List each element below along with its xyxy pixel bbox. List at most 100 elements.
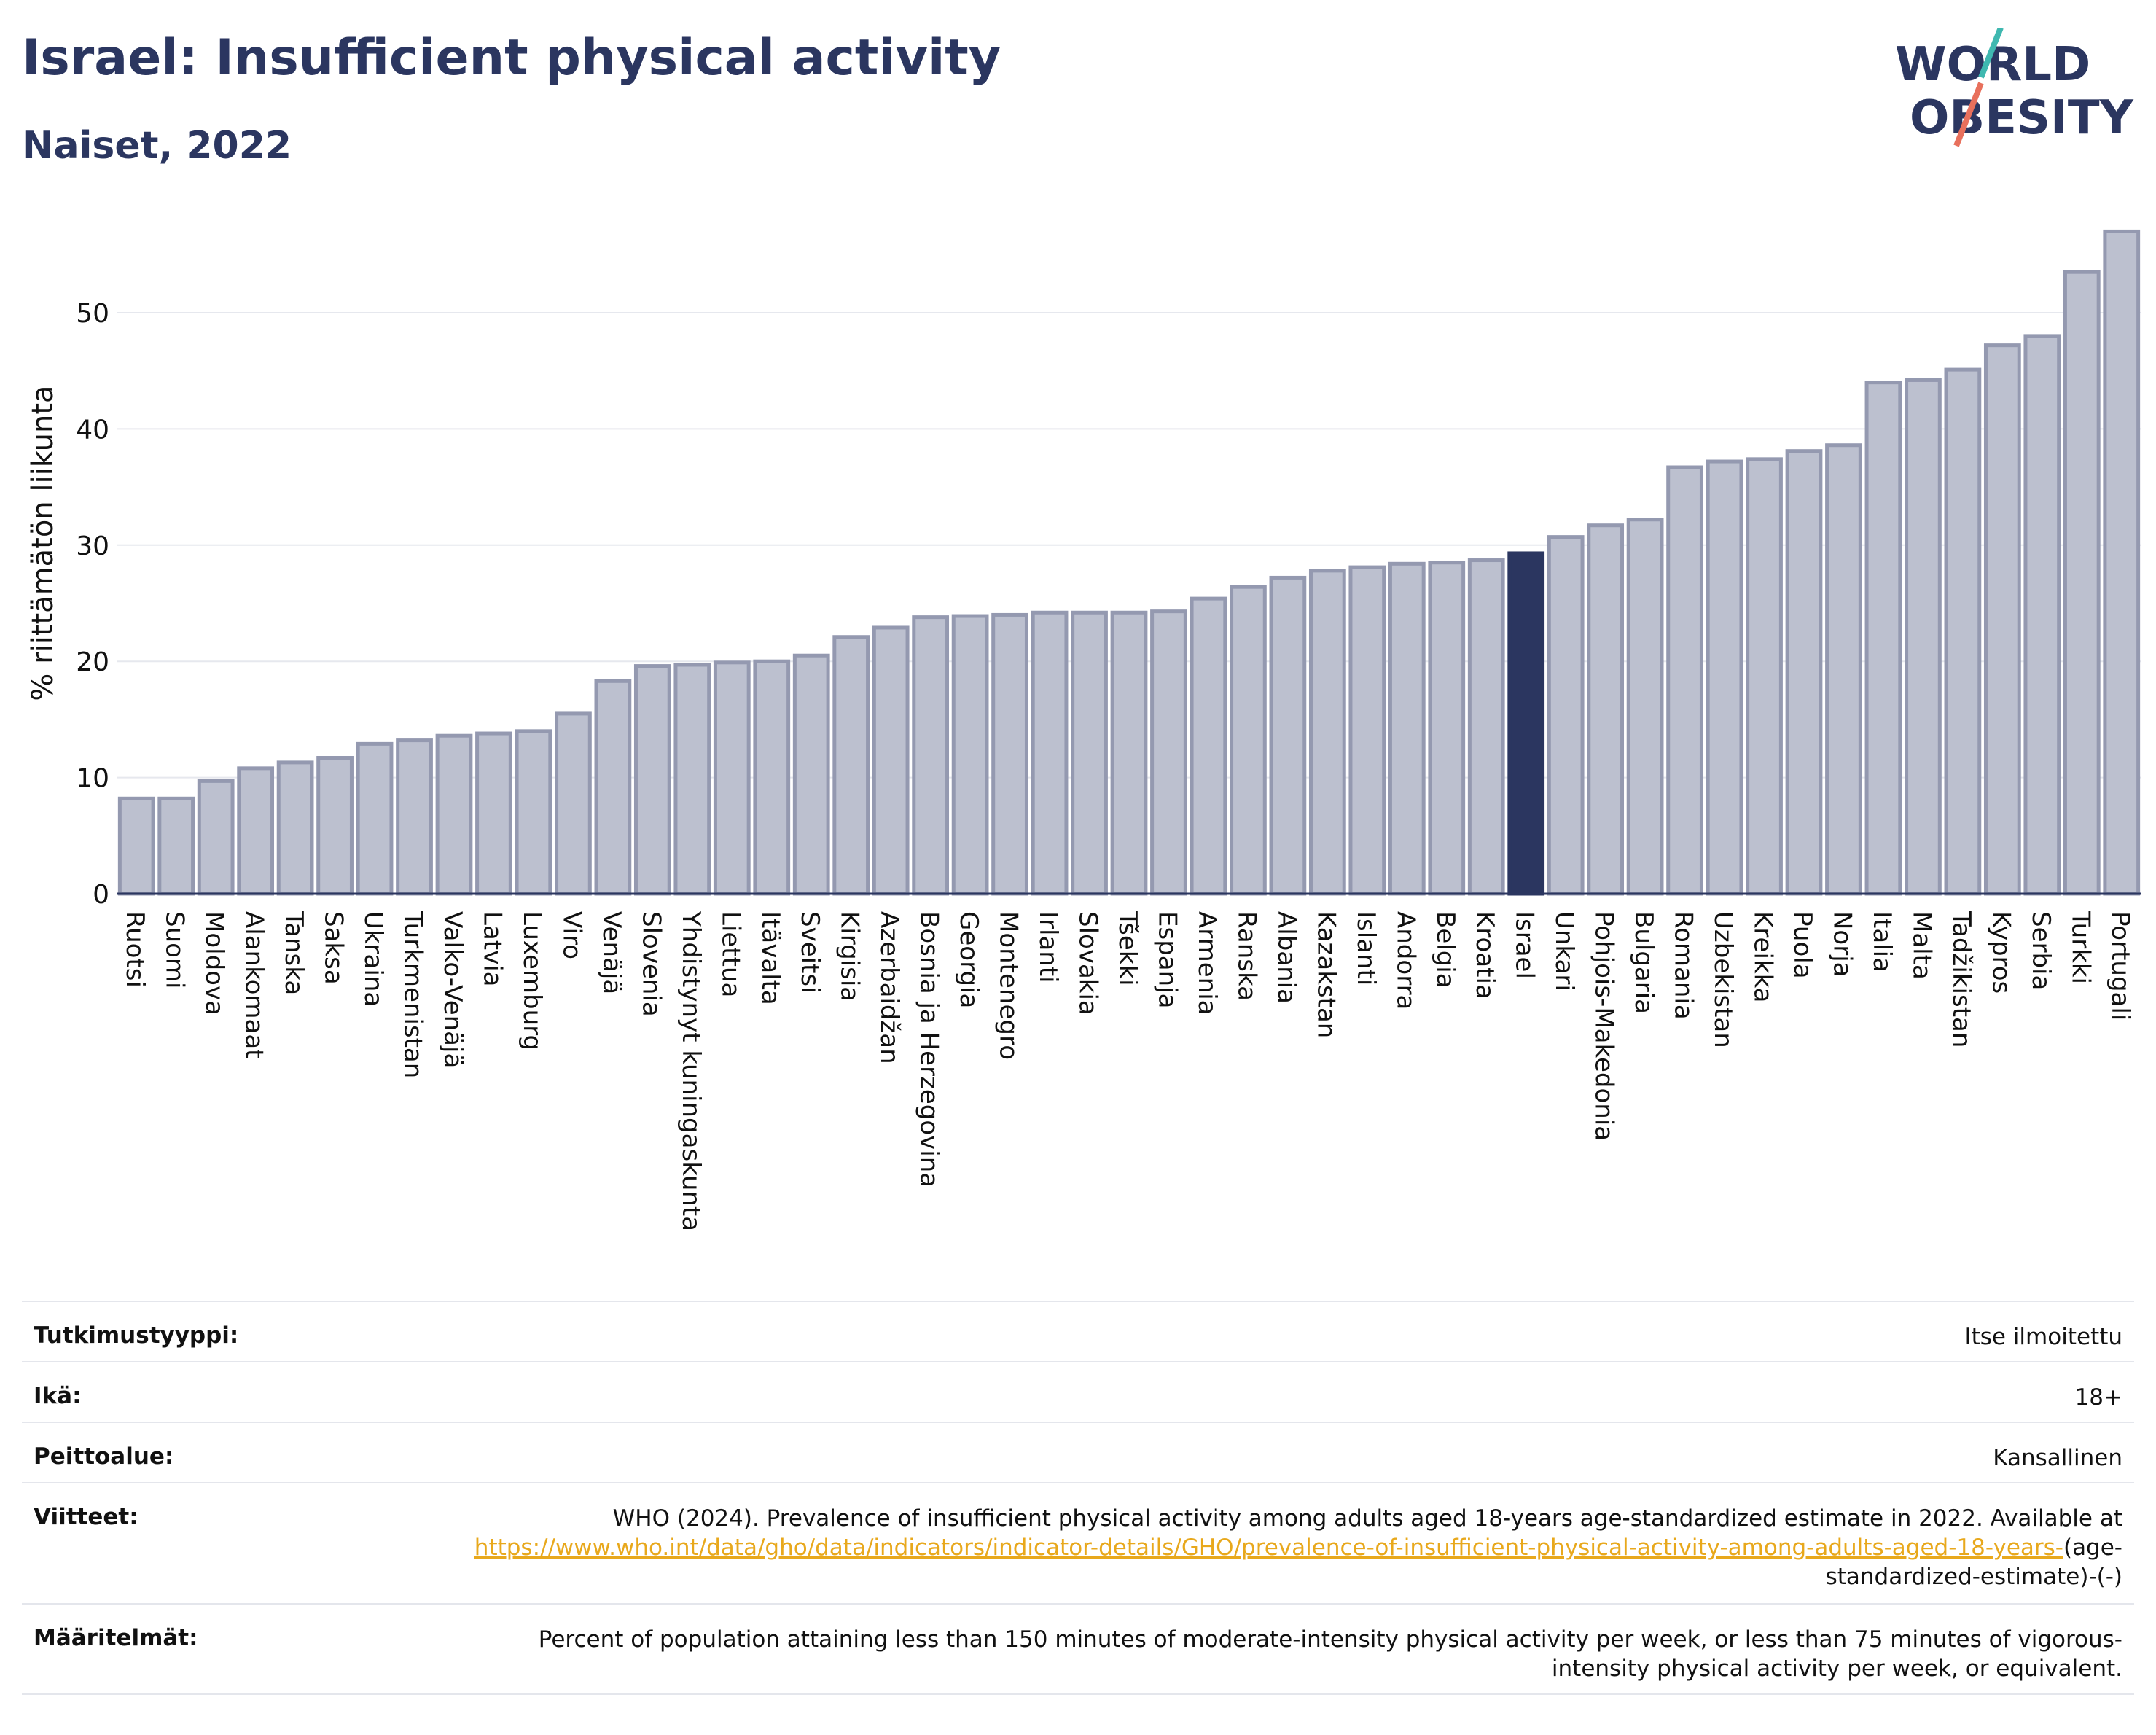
bar-bosnia-ja-herzegovina — [912, 615, 950, 896]
x-tick-label: Viro — [557, 911, 586, 959]
bar-kirgisia — [832, 635, 870, 896]
meta-row-definitions: Määritelmät: Percent of population attai… — [22, 1603, 2134, 1695]
bar-norja — [1825, 443, 1862, 896]
x-tick-label: Italia — [1867, 911, 1897, 972]
x-tick-label: Slovakia — [1074, 911, 1103, 1015]
x-tick-label: Norja — [1827, 911, 1856, 978]
x-tick-label: Romania — [1669, 911, 1698, 1020]
x-tick-label: Latvia — [477, 911, 507, 987]
y-tick-label: 20 — [76, 647, 109, 677]
bar-montenegro — [991, 612, 1028, 896]
y-tick-labels: 0 10 20 30 40 50 — [76, 299, 109, 910]
bar-pohjois-makedonia — [1587, 523, 1625, 896]
bar-armenia — [1190, 596, 1227, 896]
bar-irlanti — [1031, 610, 1069, 896]
x-tick-label: Sveitsi — [795, 911, 824, 994]
meta-label: Viitteet: — [34, 1504, 138, 1530]
logo-line2: OBESITY — [1910, 91, 2133, 145]
x-tick-label: Malta — [1907, 911, 1936, 980]
bar-kroatia — [1467, 558, 1505, 896]
bar-albania — [1269, 575, 1307, 896]
x-tick-label: Bulgaria — [1629, 911, 1658, 1014]
bar-ruotsi — [117, 796, 155, 896]
logo-slash-teal — [1978, 28, 2004, 79]
bar-ukraina — [356, 741, 394, 896]
x-tick-label: Valko-Venäjä — [438, 911, 467, 1068]
x-tick-label: Liettua — [716, 911, 745, 997]
y-tick-label: 50 — [76, 299, 109, 329]
x-tick-label: Puola — [1788, 911, 1817, 979]
y-tick-label: 10 — [76, 764, 109, 794]
bar-liettua — [713, 660, 751, 896]
x-tick-label: Luxemburg — [517, 911, 547, 1050]
bar-georgia — [951, 614, 989, 896]
meta-row-age: Ikä: 18+ — [22, 1361, 2134, 1422]
bar-tanska — [276, 760, 314, 896]
x-tick-label: Alankomaat — [240, 911, 269, 1059]
bar-portugali — [2103, 229, 2141, 896]
bar-italia — [1864, 381, 1902, 896]
x-tick-label: Albania — [1272, 911, 1301, 1004]
bar-kreikka — [1746, 457, 1783, 896]
x-tick-label: Montenegro — [994, 911, 1023, 1060]
bar-sveitsi — [792, 653, 830, 896]
meta-value: Kansallinen — [1993, 1445, 2122, 1471]
bar-israel — [1507, 551, 1545, 896]
bar-suomi — [157, 796, 195, 896]
x-tick-label: Belgia — [1431, 911, 1460, 989]
x-tick-label: Kypros — [1986, 911, 2015, 994]
x-tick-label: Ukraina — [359, 911, 388, 1007]
x-tick-label: Venäjä — [597, 911, 626, 994]
x-tick-label: Saksa — [319, 911, 348, 985]
references-suffix: (age-standardized-estimate)-(-) — [1825, 1535, 2122, 1590]
x-tick-label: Moldova — [200, 911, 229, 1015]
bar-serbia — [2023, 334, 2061, 896]
meta-row-survey-type: Tutkimustyyppi: Itse ilmoitettu — [22, 1301, 2134, 1361]
x-tick-label: Kazakstan — [1311, 911, 1340, 1038]
x-tick-label: Pohjois-Makedonia — [1590, 911, 1619, 1141]
y-axis-label: % riittämätön liikunta — [26, 385, 60, 701]
bar-viro — [555, 711, 592, 896]
world-obesity-logo: WORLD OBESITY — [1895, 28, 2133, 147]
x-tick-label: Turkki — [2066, 911, 2095, 984]
x-tick-label: Itävalta — [756, 911, 785, 1005]
x-tick-label: Portugali — [2106, 911, 2135, 1021]
x-tick-label: Serbia — [2026, 911, 2055, 990]
x-tick-labels: Ruotsi Suomi Moldova Alankomaat Tanska Saksa U… — [120, 911, 2135, 1231]
bar-tadžikistan — [1944, 367, 1982, 896]
meta-label: Peittoalue: — [34, 1443, 174, 1470]
bar-latvia — [475, 731, 512, 896]
definitions-text: Percent of population attaining less tha… — [538, 1626, 2122, 1682]
x-tick-label: Uzbekistan — [1708, 911, 1738, 1048]
bar-valko-venäjä — [435, 733, 473, 896]
x-tick-label: Espanja — [1152, 911, 1181, 1008]
bar-itävalta — [753, 659, 791, 896]
metadata-table: Tutkimustyyppi: Itse ilmoitettu Ikä: 18+… — [22, 1301, 2134, 1695]
x-tick-label: Ruotsi — [120, 911, 149, 988]
bar-yhdistynyt-kuningaskunta — [673, 663, 711, 896]
y-tick-label: 30 — [76, 531, 109, 561]
meta-label: Ikä: — [34, 1383, 82, 1409]
bar-espanja — [1150, 609, 1187, 896]
x-tick-label: Turkmenistan — [399, 911, 428, 1078]
bar-kazakstan — [1308, 569, 1346, 896]
logo-slash-red — [1953, 82, 1984, 147]
bar-tšekki — [1110, 610, 1148, 896]
bar-uzbekistan — [1706, 459, 1743, 896]
x-tick-label: Suomi — [160, 911, 190, 989]
bar-unkari — [1547, 535, 1585, 896]
x-tick-label: Ranska — [1232, 911, 1261, 1001]
x-tick-label: Slovenia — [636, 911, 665, 1017]
bar-luxemburg — [515, 729, 552, 896]
chart-title: Israel: Insufficient physical activity — [22, 29, 1001, 87]
bar-saksa — [316, 756, 354, 896]
meta-value: 18+ — [2074, 1384, 2122, 1411]
bar-puola — [1785, 449, 1823, 896]
x-tick-label: Tadžikistan — [1947, 911, 1976, 1048]
x-tick-label: Georgia — [954, 911, 983, 1008]
meta-row-coverage: Peittoalue: Kansallinen — [22, 1422, 2134, 1482]
bar-slovenia — [633, 664, 671, 896]
bar-slovakia — [1071, 610, 1108, 896]
references-link[interactable]: https://www.who.int/data/gho/data/indica… — [474, 1535, 2063, 1561]
bar-romania — [1666, 465, 1703, 896]
